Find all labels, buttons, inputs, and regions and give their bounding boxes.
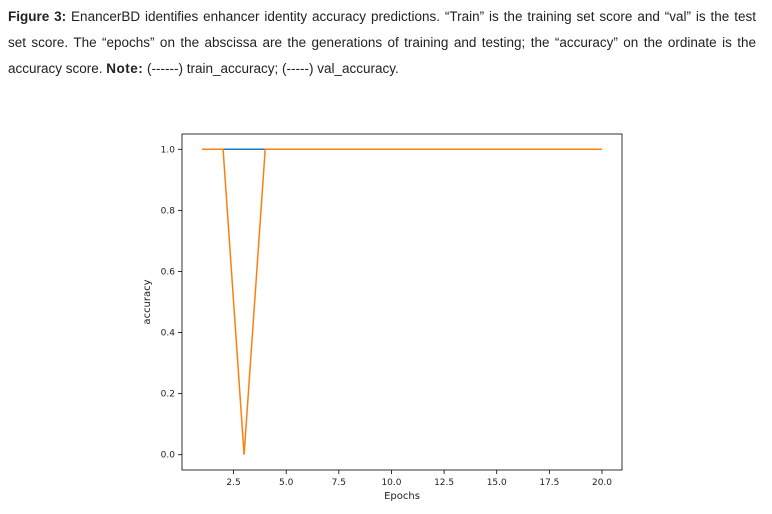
figure-label: Figure 3: xyxy=(8,9,67,24)
y-tick-label: 0.2 xyxy=(161,390,175,400)
x-axis-label: Epochs xyxy=(384,491,420,502)
note-label: Note: xyxy=(106,61,144,76)
y-axis-label: accuracy xyxy=(142,279,153,324)
caption-text: EnancerBD identifies enhancer identity a… xyxy=(8,9,756,76)
plot-frame xyxy=(181,133,623,471)
x-axis-ticks: 2.5 5.0 7.5 10.0 12.5 15.0 17.5 20.0 xyxy=(226,470,612,488)
val-accuracy-line xyxy=(202,148,602,455)
y-tick-label: 0.4 xyxy=(161,329,176,339)
y-tick-label: 0.0 xyxy=(161,451,176,461)
x-tick-label: 7.5 xyxy=(332,478,346,488)
x-tick-label: 5.0 xyxy=(279,478,294,488)
x-tick-label: 20.0 xyxy=(592,478,612,488)
x-tick-label: 17.5 xyxy=(539,478,559,488)
x-tick-label: 10.0 xyxy=(381,478,401,488)
y-tick-label: 1.0 xyxy=(161,145,176,155)
y-tick-label: 0.6 xyxy=(161,267,176,277)
x-tick-label: 15.0 xyxy=(487,478,507,488)
series-lines xyxy=(202,148,602,455)
x-tick-label: 2.5 xyxy=(226,478,240,488)
x-tick-label: 12.5 xyxy=(434,478,454,488)
y-tick-label: 0.8 xyxy=(161,206,176,216)
y-axis-ticks: 0.0 0.2 0.4 0.6 0.8 1.0 xyxy=(161,145,182,461)
caption-note-text: (------) train_accuracy; (-----) val_acc… xyxy=(143,61,399,76)
figure-caption: Figure 3: EnancerBD identifies enhancer … xyxy=(8,4,756,82)
